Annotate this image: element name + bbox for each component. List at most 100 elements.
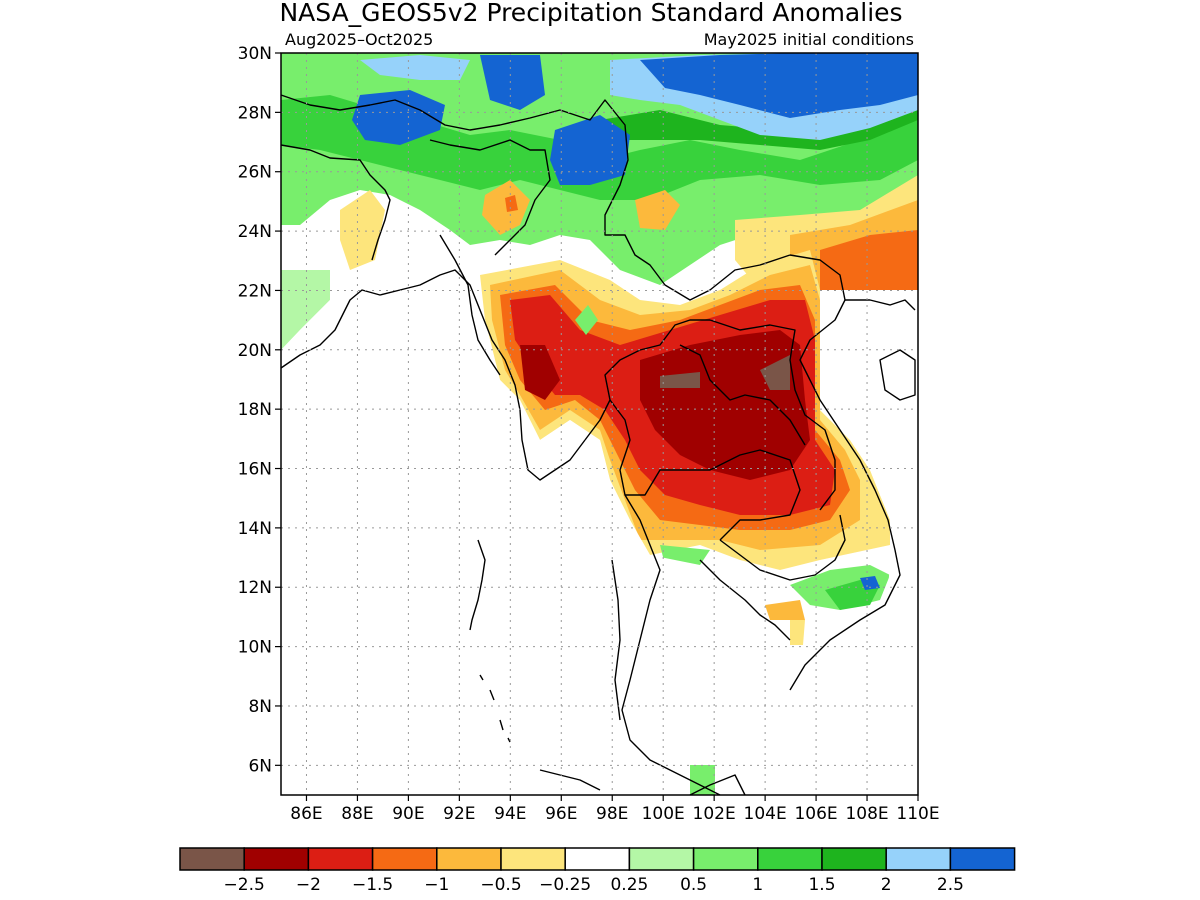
- map-frame: [280, 52, 919, 796]
- border-laos-vietnam: [709, 319, 836, 511]
- wet-anomaly-dark-blue-east: [550, 115, 630, 185]
- lat-label: 16N: [238, 460, 272, 480]
- mask-southwest: [281, 270, 760, 795]
- colorbar-swatch: [564, 847, 631, 871]
- dry-anomaly-94e-patch: [482, 180, 530, 235]
- lat-label: 20N: [238, 341, 272, 361]
- colorbar-label: 1.5: [808, 875, 835, 895]
- lat-label: 22N: [238, 281, 272, 301]
- colorbar-label: 0.5: [680, 875, 707, 895]
- border-cambodia: [719, 514, 846, 581]
- lat-label: 26N: [238, 163, 272, 183]
- lon-label: 100E: [642, 804, 685, 824]
- lat-label: 6N: [248, 756, 272, 776]
- coast-gulf-of-tonkin: [845, 299, 916, 311]
- lon-label: 102E: [693, 804, 736, 824]
- lon-label: 96E: [545, 804, 577, 824]
- border-india-ne: [429, 139, 551, 256]
- coast-bay-of-bengal: [280, 269, 586, 481]
- wet-anomaly-light-blue-nw: [360, 55, 470, 80]
- colorbar-label: −0.25: [539, 875, 591, 895]
- lon-label: 98E: [596, 804, 628, 824]
- dry-anomaly-100e-patch: [635, 190, 680, 230]
- border-thailand-laos: [609, 399, 801, 541]
- colorbar-swatch: [821, 847, 887, 871]
- coast-vietnam-east: [789, 254, 901, 691]
- mask-east-coast: [820, 290, 918, 795]
- border-myanmar-india: [439, 234, 501, 376]
- colorbar-swatch: [436, 847, 502, 871]
- colorbar-label: 2.5: [937, 875, 964, 895]
- lon-label: 92E: [443, 804, 475, 824]
- lon-label: 86E: [290, 804, 322, 824]
- lon-label: 110E: [896, 804, 939, 824]
- period-label: Aug2025–Oct2025: [285, 30, 433, 49]
- lon-label: 88E: [341, 804, 373, 824]
- dry-anomaly-mekong-south-2: [790, 620, 805, 645]
- colorbar-swatch: [628, 847, 695, 871]
- coast-gulf-thailand-east: [699, 559, 791, 641]
- colorbar-label: −1.5: [352, 875, 393, 895]
- lat-label: 10N: [238, 638, 272, 658]
- colorbar-swatch: [371, 847, 438, 871]
- nicobar-islands: [479, 674, 511, 743]
- andaman-islands: [469, 539, 486, 631]
- dry-anomaly-extreme-1: [660, 372, 700, 388]
- gridlines: [281, 53, 918, 795]
- colorbar-swatch: [307, 847, 374, 871]
- map-axes: 30N 28N 26N 24N 22N 20N 18N 16N 14N 12N 10N 8N 6N 86E…: [238, 44, 940, 824]
- coastlines-borders: [280, 94, 916, 796]
- colorbar-swatch: [243, 847, 310, 871]
- border-bangladesh-india: [280, 144, 391, 261]
- coast-malay-east: [689, 774, 746, 796]
- colorbar-label: 2: [881, 875, 892, 895]
- dry-anomaly-88e-patch: [340, 190, 385, 270]
- dry-anomaly-94e-core: [505, 195, 518, 212]
- wet-anomaly-dark-blue-center: [480, 55, 545, 110]
- anomaly-field: [281, 53, 918, 795]
- border-myanmar-thailand: [584, 319, 710, 441]
- lon-label: 104E: [744, 804, 787, 824]
- colorbar-label: 0.25: [610, 875, 648, 895]
- south-tip-coast: [539, 769, 601, 791]
- dry-anomaly-mekong-south: [765, 600, 805, 620]
- hainan-coast: [879, 349, 916, 401]
- figure-title: NASA_GEOS5v2 Precipitation Standard Anom…: [279, 0, 902, 27]
- initial-conditions-label: May2025 initial conditions: [704, 30, 914, 49]
- colorbar-swatch: [757, 847, 823, 871]
- lat-label: 8N: [248, 697, 272, 717]
- colorbar-swatch: [179, 847, 245, 871]
- wet-anomaly-96e-spot: [575, 305, 598, 335]
- wet-anomaly-dark-blue-ne: [640, 53, 918, 118]
- wet-anomaly-south-tip: [690, 765, 715, 795]
- colorbar-swatch: [500, 847, 566, 871]
- dry-anomaly-extreme-2: [760, 355, 790, 390]
- lon-label: 106E: [794, 804, 837, 824]
- colorbar-label: −0.5: [480, 875, 521, 895]
- lat-label: 30N: [238, 44, 272, 64]
- colorbar-label: 1: [752, 875, 763, 895]
- himalaya-border: [280, 94, 791, 301]
- colorbar-label: −1: [424, 875, 449, 895]
- colorbar: −2.5 −2 −1.5 −1 −0.5 −0.25 0.25 0.5 1 1.5 2 2.5: [179, 847, 1016, 895]
- lat-label: 18N: [238, 400, 272, 420]
- coast-gulf-thailand: [621, 494, 721, 796]
- colorbar-label: −2: [296, 875, 321, 895]
- lon-label: 108E: [845, 804, 888, 824]
- wet-anomaly-south-east-core: [860, 576, 880, 590]
- colorbar-label: −2.5: [224, 875, 265, 895]
- colorbar-swatch: [885, 847, 952, 871]
- lat-label: 14N: [238, 519, 272, 539]
- lat-label: 12N: [238, 578, 272, 598]
- colorbar-swatch: [949, 847, 1016, 871]
- border-laos-center: [679, 344, 806, 446]
- lon-label: 94E: [494, 804, 526, 824]
- colorbar-swatch: [692, 847, 759, 871]
- wet-anomaly-north-strong: [281, 95, 918, 200]
- lon-label: 90E: [392, 804, 424, 824]
- lat-label: 24N: [238, 222, 272, 242]
- dry-anomaly-2-west: [520, 345, 560, 400]
- dry-anomaly-northeast-deep: [820, 230, 918, 290]
- coast-malay-west: [611, 559, 621, 721]
